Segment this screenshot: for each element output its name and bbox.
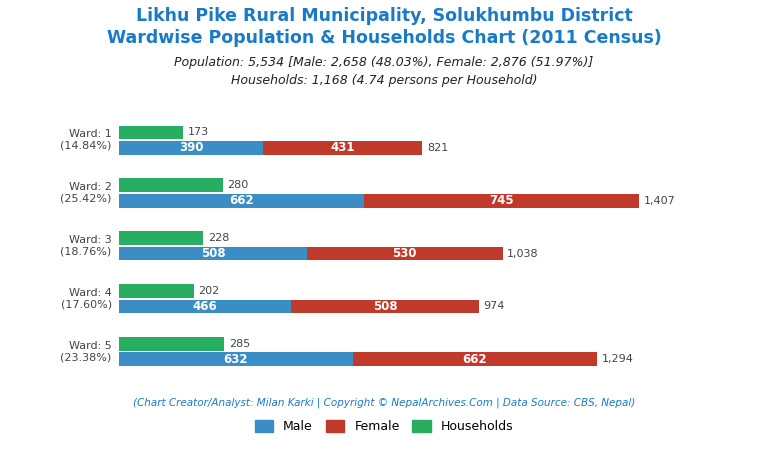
Text: 390: 390 xyxy=(179,141,204,154)
Text: Ward: 2
(25.42%): Ward: 2 (25.42%) xyxy=(60,182,111,204)
Text: (Chart Creator/Analyst: Milan Karki | Copyright © NepalArchives.Com | Data Sourc: (Chart Creator/Analyst: Milan Karki | Co… xyxy=(133,397,635,408)
Text: 285: 285 xyxy=(229,339,250,349)
Bar xyxy=(119,126,183,139)
Text: 530: 530 xyxy=(392,247,417,260)
Text: 745: 745 xyxy=(489,194,514,207)
Text: 1,407: 1,407 xyxy=(644,196,675,206)
Text: 1,294: 1,294 xyxy=(602,354,634,364)
Text: Ward: 3
(18.76%): Ward: 3 (18.76%) xyxy=(61,235,111,257)
Bar xyxy=(364,194,639,207)
Text: 974: 974 xyxy=(484,301,505,312)
Bar xyxy=(119,194,364,207)
Bar xyxy=(119,141,263,155)
Text: 1,038: 1,038 xyxy=(507,249,538,259)
Bar xyxy=(119,299,291,313)
Text: 632: 632 xyxy=(223,353,248,366)
Bar xyxy=(119,337,224,351)
Text: 173: 173 xyxy=(187,128,209,137)
Bar xyxy=(353,352,598,366)
Bar xyxy=(306,247,503,260)
Text: 508: 508 xyxy=(200,247,225,260)
Text: Ward: 5
(23.38%): Ward: 5 (23.38%) xyxy=(61,341,111,362)
Text: Households: 1,168 (4.74 persons per Household): Households: 1,168 (4.74 persons per Hous… xyxy=(230,74,538,87)
Bar xyxy=(119,178,223,192)
Text: Likhu Pike Rural Municipality, Solukhumbu District: Likhu Pike Rural Municipality, Solukhumb… xyxy=(136,7,632,25)
Text: 466: 466 xyxy=(193,300,217,313)
Text: 821: 821 xyxy=(427,143,449,153)
Text: 280: 280 xyxy=(227,180,248,190)
Text: 202: 202 xyxy=(198,286,220,296)
Bar xyxy=(291,299,479,313)
Bar xyxy=(119,231,204,245)
Bar xyxy=(119,352,353,366)
Text: 228: 228 xyxy=(207,233,229,243)
Text: 431: 431 xyxy=(330,141,355,154)
Bar xyxy=(263,141,422,155)
Bar xyxy=(119,284,194,298)
Text: Ward: 4
(17.60%): Ward: 4 (17.60%) xyxy=(61,288,111,309)
Text: 662: 662 xyxy=(462,353,487,366)
Text: Population: 5,534 [Male: 2,658 (48.03%), Female: 2,876 (51.97%)]: Population: 5,534 [Male: 2,658 (48.03%),… xyxy=(174,56,594,69)
Text: 508: 508 xyxy=(372,300,398,313)
Bar xyxy=(119,247,306,260)
Legend: Male, Female, Households: Male, Female, Households xyxy=(250,415,518,438)
Text: Wardwise Population & Households Chart (2011 Census): Wardwise Population & Households Chart (… xyxy=(107,29,661,47)
Text: Ward: 1
(14.84%): Ward: 1 (14.84%) xyxy=(60,129,111,151)
Text: 662: 662 xyxy=(229,194,253,207)
